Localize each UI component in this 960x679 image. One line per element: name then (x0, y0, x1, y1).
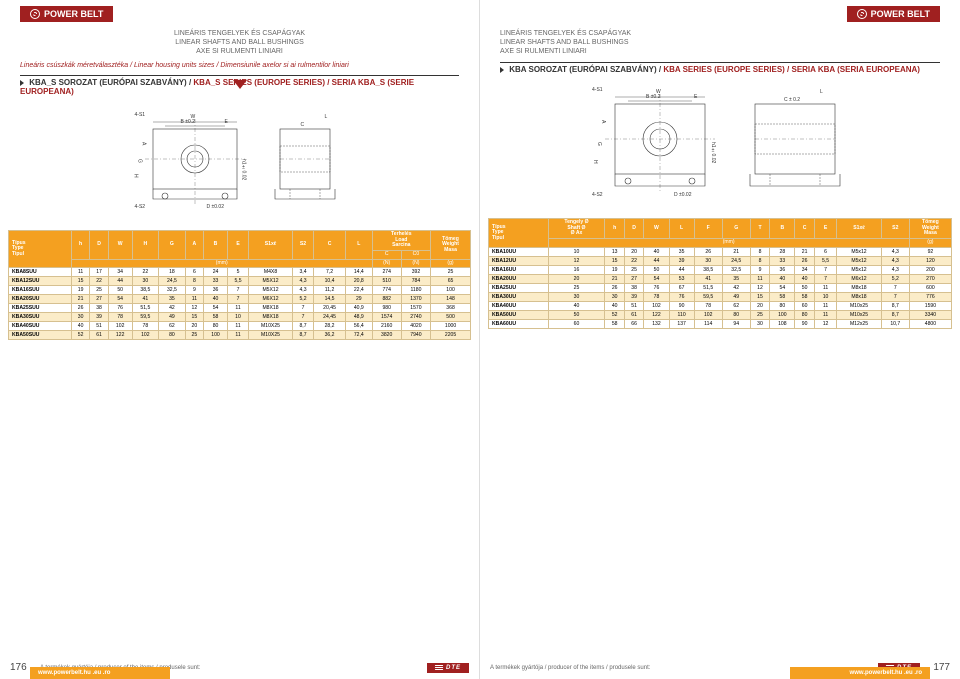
hdr-l2: LINEAR SHAFTS AND BALL BUSHINGS (500, 39, 940, 48)
hdr-l3: AXE SI RULMENTI LINIARI (500, 48, 940, 57)
triangle-down-icon (233, 80, 247, 89)
series-p1: KBA_S SOROZAT (EURÓPAI SZABVÁNY) / (29, 78, 193, 87)
diag-front-r: 4-S1 W B ±0.2 E A G H 4-S2 D ±0.02 h1±0.… (590, 82, 730, 212)
left-table: TípusTypeTipulhDWHGABES1xℓS2CLTerhelésLo… (8, 230, 471, 340)
left-subtitle: Lineáris csúszkák méretválasztéka / Line… (20, 62, 459, 69)
lbl-l: L (820, 89, 823, 95)
url-left: www.powerbelt.hu .eu .ro (30, 667, 170, 679)
header-ml: LINEÁRIS TENGELYEK ÉS CSAPÁGYAK LINEAR S… (20, 30, 459, 56)
diag-front: 4-S1 W B ±0.2 E A G H 4-S2 D ±0.02 h1±0.… (135, 104, 255, 224)
lbl-d: D ±0.02 (674, 192, 691, 198)
page-left: POWER BELT LINEÁRIS TENGELYEK ÉS CSAPÁGY… (0, 0, 480, 679)
right-table: TípusTypeTipulTengely ØShaft ØØ AxhDWLFG… (488, 218, 952, 328)
header-ml-r: LINEÁRIS TENGELYEK ÉS CSAPÁGYAK LINEAR S… (500, 30, 940, 56)
hdr-l2: LINEAR SHAFTS AND BALL BUSHINGS (20, 39, 459, 48)
series-p2: KBA SERIES (EUROPE SERIES) / SERIA KBA (… (663, 65, 920, 74)
brand-tab-left: POWER BELT (20, 6, 113, 22)
right-series: KBA SOROZAT (EURÓPAI SZABVÁNY) / KBA SER… (500, 62, 940, 78)
right-table-zone: TípusTypeTipulTengely ØShaft ØØ AxhDWLFG… (480, 218, 960, 328)
lbl-d: D ±0.02 (207, 204, 224, 210)
lbl-g: G (137, 159, 143, 163)
lbl-b: B ±0.2 (181, 119, 195, 125)
lbl-e: E (694, 94, 697, 100)
arrow-icon (20, 80, 24, 86)
left-header: LINEÁRIS TENGELYEK ÉS CSAPÁGYAK LINEAR S… (0, 30, 479, 100)
spread: POWER BELT LINEÁRIS TENGELYEK ÉS CSAPÁGY… (0, 0, 960, 679)
lbl-h: H (133, 174, 139, 178)
lbl-4s1: 4-S1 (592, 87, 603, 93)
lbl-4s2: 4-S2 (592, 192, 603, 198)
arrow-icon (500, 67, 504, 73)
lbl-a: A (600, 120, 606, 123)
gear-icon (30, 9, 40, 19)
lbl-b: B ±0.2 (646, 94, 660, 100)
hdr-l1: LINEÁRIS TENGELYEK ÉS CSAPÁGYAK (500, 30, 940, 39)
diag-side: C L (265, 104, 345, 224)
series-p1: KBA SOROZAT (EURÓPAI SZABVÁNY) / (509, 65, 663, 74)
gear-icon (857, 9, 867, 19)
lbl-h1: h1±0.02 (241, 159, 247, 180)
brand-text: POWER BELT (871, 9, 930, 19)
hdr-l1: LINEÁRIS TENGELYEK ÉS CSAPÁGYAK (20, 30, 459, 39)
lbl-4s2: 4-S2 (135, 204, 146, 210)
right-diagrams: 4-S1 W B ±0.2 E A G H 4-S2 D ±0.02 h1±0.… (480, 78, 960, 218)
page-right: POWER BELT LINEÁRIS TENGELYEK ÉS CSAPÁGY… (480, 0, 960, 679)
right-header: LINEÁRIS TENGELYEK ÉS CSAPÁGYAK LINEAR S… (480, 30, 960, 78)
left-table-zone: TípusTypeTipulhDWHGABES1xℓS2CLTerhelésLo… (0, 230, 479, 340)
lbl-h: H (592, 160, 598, 164)
hdr-l3: AXE SI RULMENTI LINIARI (20, 48, 459, 57)
dte-logo-left: DTE (427, 663, 469, 673)
brand-tab-right: POWER BELT (847, 6, 940, 22)
left-diagrams: 4-S1 W B ±0.2 E A G H 4-S2 D ±0.02 h1±0.… (0, 100, 479, 230)
brand-text: POWER BELT (44, 9, 103, 19)
diag-side-r: L C ± 0.2 (740, 82, 850, 212)
lbl-g: G (596, 142, 602, 146)
lbl-4s1: 4-S1 (135, 112, 146, 118)
lbl-a: A (141, 142, 147, 145)
lbl-l: L (325, 114, 328, 120)
lbl-h1: h1±0.02 (710, 142, 716, 163)
url-right: www.powerbelt.hu .eu .ro (790, 667, 930, 679)
lbl-e: E (225, 119, 228, 125)
dte-text: DTE (446, 665, 461, 671)
lbl-c: C (301, 122, 305, 128)
lbl-c2: C ± 0.2 (784, 97, 800, 103)
dte-lines-icon (435, 665, 443, 670)
